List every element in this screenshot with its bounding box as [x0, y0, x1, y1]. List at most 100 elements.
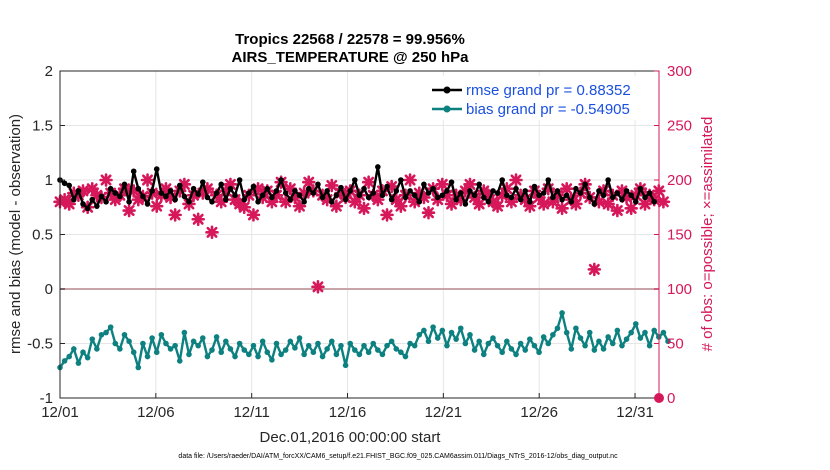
- bias-point: [586, 329, 593, 336]
- bias-point: [619, 342, 625, 349]
- rmse-point: [434, 194, 441, 201]
- rmse-point: [89, 196, 96, 203]
- obs-marker: [490, 199, 505, 213]
- obs-marker: [163, 190, 178, 205]
- rmse-point: [342, 196, 349, 203]
- rmse-point: [186, 199, 192, 205]
- obs-marker: [311, 280, 325, 294]
- obs-marker: [371, 192, 385, 207]
- bias-point: [158, 331, 165, 338]
- rmse-point: [319, 194, 326, 201]
- obs-marker: [536, 197, 551, 211]
- rmse-point: [227, 185, 234, 192]
- rmse-point: [264, 185, 271, 192]
- rmse-point: [287, 196, 294, 203]
- bias-point: [393, 346, 400, 352]
- bias-point: [632, 321, 639, 327]
- obs-marker: [149, 199, 164, 213]
- rmse-point: [499, 177, 506, 183]
- bias-point: [112, 340, 119, 347]
- rmse-point: [596, 188, 602, 194]
- rmse-point: [218, 181, 225, 188]
- y2-tick-label: 0: [667, 390, 675, 407]
- obs-marker: [453, 192, 468, 207]
- x-axis-label: Dec.01,2016 00:00:00 start: [260, 429, 442, 446]
- rmse-point: [176, 182, 183, 189]
- bias-point: [135, 364, 142, 371]
- rmse-point: [278, 177, 284, 183]
- rmse-point: [402, 194, 409, 201]
- obs-marker: [292, 199, 307, 213]
- legend-rmse-label: rmse grand pr = 0.88352: [466, 82, 631, 99]
- bias-point: [218, 349, 225, 356]
- bias-point: [462, 340, 469, 347]
- rmse-series: [57, 164, 658, 212]
- obs-marker: [527, 184, 542, 198]
- obs-marker: [348, 195, 362, 209]
- bias-point: [582, 342, 588, 349]
- obs-marker: [596, 184, 611, 198]
- bias-point: [66, 353, 73, 360]
- obs-marker: [76, 184, 90, 198]
- rmse-point: [112, 190, 119, 196]
- rmse-point: [117, 193, 123, 200]
- obs-marker: [301, 175, 316, 189]
- y2-tick-label: 100: [667, 281, 692, 298]
- rmse-point: [282, 190, 289, 196]
- bias-point: [98, 331, 105, 338]
- obs-marker: [463, 177, 477, 192]
- x-tick-label: 12/21: [425, 404, 463, 421]
- bias-point: [84, 354, 91, 361]
- rmse-point: [250, 183, 257, 190]
- bias-point: [577, 335, 584, 341]
- bias-point: [550, 331, 556, 338]
- bias-point: [490, 335, 496, 341]
- bias-point: [600, 346, 607, 352]
- bias-point: [623, 336, 630, 342]
- bias-point: [103, 329, 109, 336]
- bias-point: [485, 340, 492, 347]
- y2-tick-label: 200: [667, 172, 692, 189]
- bias-point: [89, 336, 96, 342]
- bias-point: [292, 345, 298, 351]
- rmse-point: [246, 190, 252, 196]
- bias-point: [467, 331, 473, 338]
- bias-point: [305, 342, 312, 349]
- rmse-point: [393, 188, 400, 194]
- bias-point: [411, 342, 418, 349]
- y-tick-label: 1: [45, 172, 53, 189]
- bias-point: [527, 336, 533, 342]
- rmse-point: [384, 183, 390, 190]
- y2-tick-label: 250: [667, 118, 692, 135]
- obs-marker: [638, 197, 652, 211]
- rmse-point: [513, 185, 519, 192]
- rmse-point: [605, 177, 611, 183]
- rmse-point: [619, 196, 625, 203]
- obs-marker: [389, 192, 404, 207]
- rmse-point: [255, 199, 261, 205]
- rmse-point: [522, 188, 529, 194]
- bias-point: [333, 351, 340, 358]
- obs-marker: [246, 208, 261, 222]
- obs-marker: [592, 195, 606, 209]
- bias-point: [536, 349, 542, 356]
- bias-point: [646, 342, 653, 349]
- rmse-point: [573, 185, 579, 192]
- obs-marker: [177, 177, 192, 192]
- obs-marker: [550, 188, 565, 203]
- bias-point: [425, 338, 432, 345]
- bias-point: [416, 331, 423, 338]
- rmse-point: [559, 196, 565, 203]
- rmse-point: [531, 183, 538, 190]
- bias-point: [80, 349, 86, 356]
- chart-title: Tropics 22568 / 22578 = 99.956%: [235, 31, 465, 48]
- rmse-point: [375, 164, 381, 170]
- y-axis-ticks: -1 -0.5 0 0.5 1 1.5 2: [27, 63, 65, 407]
- rmse-point: [213, 190, 220, 196]
- obs-marker: [481, 188, 496, 203]
- bias-point: [609, 340, 616, 347]
- rmse-point: [352, 177, 358, 183]
- bias-point: [310, 349, 317, 356]
- rmse-point: [347, 188, 353, 194]
